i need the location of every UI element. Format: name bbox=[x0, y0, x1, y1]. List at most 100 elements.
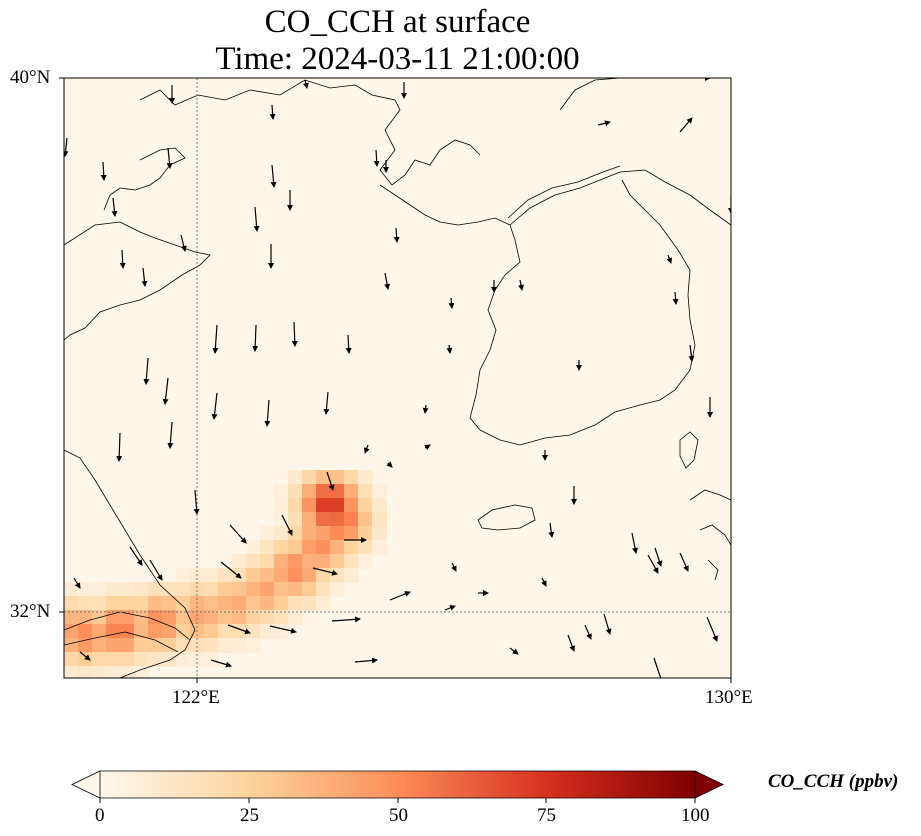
wind-vector bbox=[143, 357, 150, 385]
concentration-cell bbox=[274, 526, 289, 541]
wind-vector bbox=[541, 577, 547, 587]
concentration-cell bbox=[302, 568, 317, 583]
wind-vector bbox=[679, 552, 689, 572]
wind-vector bbox=[79, 651, 91, 661]
concentration-cell bbox=[274, 540, 289, 555]
coastline-korea-south bbox=[479, 179, 696, 446]
concentration-cell bbox=[162, 610, 177, 625]
wind-vector bbox=[331, 616, 361, 623]
concentration-cell bbox=[218, 582, 233, 597]
concentration-cell bbox=[302, 596, 317, 611]
concentration-cell bbox=[64, 582, 79, 597]
concentration-cell bbox=[288, 554, 303, 569]
coastline-north-bohai bbox=[139, 79, 481, 186]
concentration-cell bbox=[218, 610, 233, 625]
concentration-cell bbox=[260, 582, 275, 597]
wind-vector bbox=[509, 647, 519, 655]
concentration-cell bbox=[64, 610, 79, 625]
wind-vector bbox=[116, 432, 123, 462]
concentration-cell bbox=[302, 498, 317, 513]
lat-label-40: 40°N bbox=[10, 67, 51, 88]
concentration-cell bbox=[176, 568, 191, 583]
wind-vector bbox=[584, 624, 592, 640]
wind-vector bbox=[269, 625, 297, 634]
concentration-cell bbox=[78, 652, 93, 667]
concentration-cell bbox=[344, 540, 359, 555]
jeju-island bbox=[477, 504, 536, 531]
wind-vector bbox=[312, 567, 338, 576]
wind-vector bbox=[220, 561, 242, 579]
concentration-cell bbox=[92, 582, 107, 597]
concentration-cell bbox=[64, 652, 79, 667]
concentration-cell bbox=[260, 554, 275, 569]
wind-vector bbox=[422, 404, 429, 414]
concentration-cell bbox=[358, 526, 373, 541]
concentration-cell bbox=[190, 638, 205, 653]
wind-vector bbox=[162, 377, 169, 405]
concentration-cell bbox=[246, 540, 261, 555]
wind-vector bbox=[119, 249, 126, 269]
concentration-cell bbox=[134, 582, 149, 597]
coastline-jiangsu bbox=[64, 449, 196, 678]
wind-vector bbox=[302, 79, 309, 89]
concentration-cell bbox=[134, 610, 149, 625]
concentration-cell bbox=[204, 624, 219, 639]
concentration-cell bbox=[274, 582, 289, 597]
wind-vector bbox=[647, 554, 659, 574]
concentration-cell bbox=[330, 568, 345, 583]
concentration-cell bbox=[78, 610, 93, 625]
concentration-cell bbox=[134, 652, 149, 667]
wind-vector bbox=[269, 104, 276, 120]
concentration-cell bbox=[260, 526, 275, 541]
colorbar-tick-50: 50 bbox=[389, 805, 408, 826]
wind-vector bbox=[141, 267, 148, 287]
wind-vector bbox=[210, 659, 232, 668]
colorbar bbox=[71, 770, 724, 803]
wind-vector bbox=[291, 321, 298, 347]
wind-vector bbox=[444, 605, 456, 611]
map-title-line-2: Time: 2024-03-11 21:00:00 bbox=[215, 41, 580, 77]
concentration-cell bbox=[120, 596, 135, 611]
concentration-cell bbox=[274, 498, 289, 513]
wind-vector bbox=[603, 613, 612, 635]
concentration-cell bbox=[260, 568, 275, 583]
concentration-cell bbox=[358, 512, 373, 527]
concentration-cell bbox=[316, 484, 331, 499]
concentration-cell bbox=[246, 624, 261, 639]
concentration-cell bbox=[134, 666, 149, 678]
wind-vector bbox=[229, 524, 247, 544]
wind-vector bbox=[672, 291, 679, 305]
coastline-japan bbox=[679, 431, 699, 469]
concentration-cell bbox=[106, 610, 121, 625]
concentration-cell bbox=[330, 512, 345, 527]
concentration-cell bbox=[316, 596, 331, 611]
concentration-cell bbox=[344, 568, 359, 583]
concentration-cell bbox=[106, 596, 121, 611]
concentration-cell bbox=[344, 512, 359, 527]
concentration-cell bbox=[162, 582, 177, 597]
concentration-cell bbox=[106, 666, 121, 678]
yangtze-mouth bbox=[64, 611, 191, 641]
wind-vector bbox=[149, 559, 163, 581]
colorbar-extend-min bbox=[71, 770, 101, 799]
colorbar-extend-max bbox=[694, 770, 724, 799]
concentration-cell bbox=[232, 554, 247, 569]
concentration-cell bbox=[274, 568, 289, 583]
concentration-cell bbox=[260, 540, 275, 555]
wind-vector bbox=[253, 206, 260, 232]
concentration-cell bbox=[344, 470, 359, 485]
lon-label-130: 130°E bbox=[705, 687, 753, 708]
concentration-cell bbox=[316, 554, 331, 569]
concentration-cell bbox=[358, 470, 373, 485]
concentration-cell bbox=[162, 596, 177, 611]
concentration-cell bbox=[372, 498, 387, 513]
concentration-cell bbox=[246, 638, 261, 653]
co-concentration-field bbox=[64, 470, 387, 678]
concentration-cell bbox=[176, 624, 191, 639]
wind-vector bbox=[567, 634, 576, 652]
concentration-cell bbox=[288, 568, 303, 583]
wind-vector bbox=[252, 324, 259, 352]
wind-vector bbox=[679, 117, 693, 133]
concentration-cell bbox=[246, 610, 261, 625]
concentration-cell bbox=[190, 582, 205, 597]
